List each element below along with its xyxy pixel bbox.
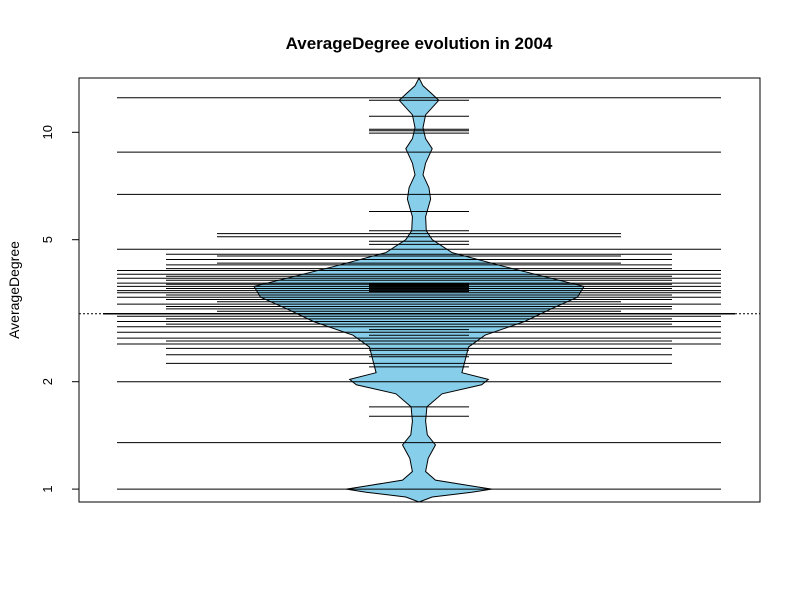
observation-lines [103, 97, 735, 490]
y-tick-label: 2 [40, 378, 55, 385]
chart-title: AverageDegree evolution in 2004 [286, 34, 553, 53]
y-axis: 1 2 5 10 [40, 125, 80, 493]
y-axis-label: AverageDegree [6, 241, 22, 339]
y-tick-label: 1 [40, 485, 55, 492]
y-tick-label: 10 [40, 125, 55, 139]
y-tick-label: 5 [40, 236, 55, 243]
